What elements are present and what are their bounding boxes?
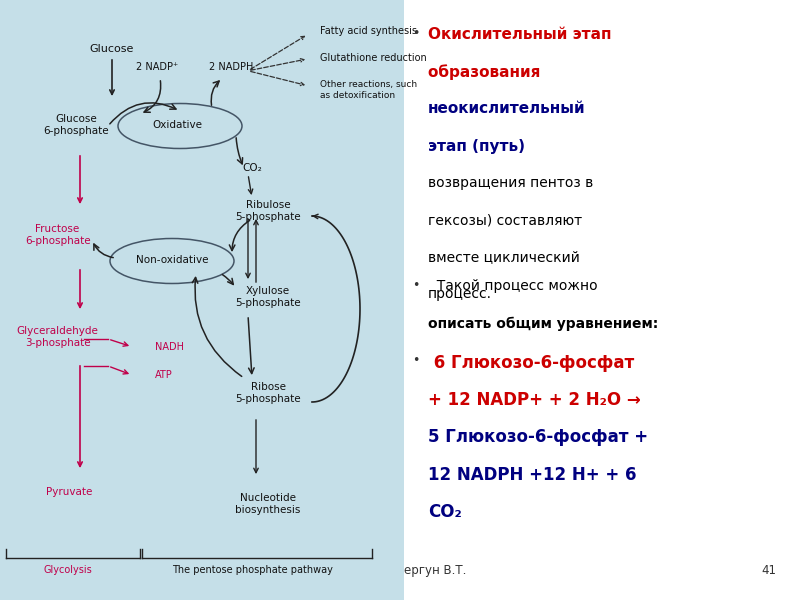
Text: 41: 41 [761, 564, 776, 577]
Text: Ribose
5-phosphate: Ribose 5-phosphate [235, 382, 301, 404]
Text: •: • [412, 279, 419, 292]
Text: описать общим уравнением:: описать общим уравнением: [428, 316, 658, 331]
Text: Other reactions, such
as detoxification: Other reactions, such as detoxification [320, 80, 417, 100]
Text: Glucose
6-phosphate: Glucose 6-phosphate [43, 114, 109, 136]
Text: Oxidative: Oxidative [153, 121, 202, 130]
Text: NADH: NADH [155, 342, 184, 352]
Text: Pyruvate: Pyruvate [46, 487, 93, 497]
Text: ергун В.Т.: ергун В.Т. [404, 564, 466, 577]
Text: •: • [412, 27, 419, 40]
Text: 2 NADP⁺: 2 NADP⁺ [136, 62, 178, 72]
Text: Fructose
6-phosphate: Fructose 6-phosphate [25, 224, 90, 246]
Text: 6 Глюкозо-6-фосфат: 6 Глюкозо-6-фосфат [428, 354, 634, 372]
Text: Nucleotide
biosynthesis: Nucleotide biosynthesis [235, 493, 301, 515]
Text: •: • [412, 354, 419, 367]
Text: Glyceraldehyde
3-phosphate: Glyceraldehyde 3-phosphate [17, 326, 98, 348]
Bar [0, 0, 404, 600]
Text: CO₂: CO₂ [428, 503, 462, 521]
Text: CO₂: CO₂ [242, 163, 262, 173]
Text: 5 Глюкозо-6-фосфат +: 5 Глюкозо-6-фосфат + [428, 428, 648, 446]
Text: Fatty acid synthesis: Fatty acid synthesis [320, 26, 417, 36]
Text: + 12 NADP+ + 2 H₂O →: + 12 NADP+ + 2 H₂O → [428, 391, 641, 409]
Text: Окислительный этап: Окислительный этап [428, 27, 611, 42]
Text: 2 NADPH: 2 NADPH [209, 62, 254, 72]
Text: Non-oxidative: Non-oxidative [136, 256, 208, 265]
Text: Ribulose
5-phosphate: Ribulose 5-phosphate [235, 200, 301, 222]
Text: ATP: ATP [155, 370, 173, 380]
Text: Такой процесс можно: Такой процесс можно [428, 279, 598, 293]
Text: вместе циклический: вместе циклический [428, 250, 580, 264]
Text: образования: образования [428, 64, 546, 80]
Text: гексозы) составляют: гексозы) составляют [428, 213, 582, 227]
Text: возвращения пентоз в: возвращения пентоз в [428, 176, 594, 190]
Bar [404, 0, 800, 600]
Text: 12 NADPH +12 H+ + 6: 12 NADPH +12 H+ + 6 [428, 466, 637, 484]
Text: Glutathione reduction: Glutathione reduction [320, 53, 426, 63]
Text: Xylulose
5-phosphate: Xylulose 5-phosphate [235, 286, 301, 308]
Text: Glycolysis: Glycolysis [44, 565, 92, 575]
Text: этап (путь): этап (путь) [428, 139, 525, 154]
Text: The pentose phosphate pathway: The pentose phosphate pathway [171, 565, 333, 575]
Text: неокислительный: неокислительный [428, 101, 586, 116]
Text: Glucose: Glucose [90, 44, 134, 54]
Text: процесс.: процесс. [428, 287, 492, 301]
